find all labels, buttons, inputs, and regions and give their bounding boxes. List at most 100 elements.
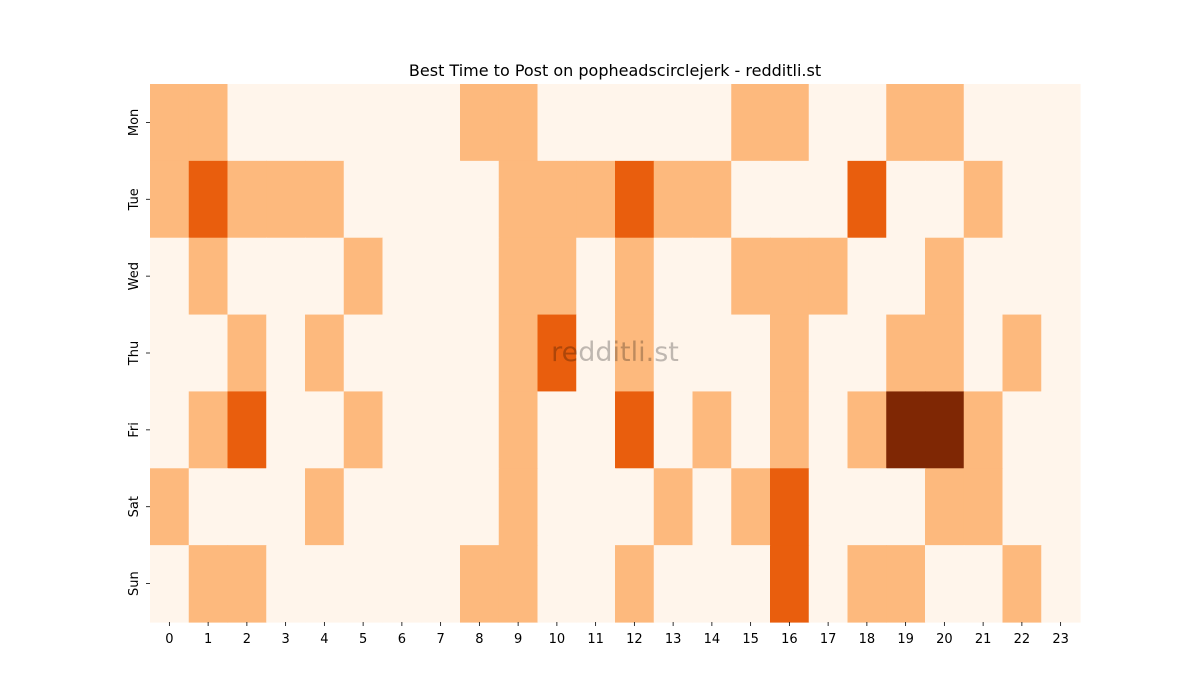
watermark: redditli.st bbox=[551, 337, 679, 368]
heatmap-cells bbox=[150, 84, 1081, 623]
heatmap-cell-mon-21 bbox=[963, 84, 1004, 162]
heatmap-cell-tue-0 bbox=[150, 160, 190, 239]
x-tick-label: 10 bbox=[549, 632, 566, 647]
heatmap-cell-sat-9 bbox=[498, 468, 539, 546]
x-tick-label: 14 bbox=[704, 632, 721, 647]
heatmap-cell-thu-11 bbox=[576, 314, 616, 393]
x-tick-label: 13 bbox=[665, 632, 682, 647]
heatmap-cell-mon-12 bbox=[615, 84, 655, 162]
heatmap-cell-sun-5 bbox=[343, 545, 384, 623]
heatmap-cell-thu-15 bbox=[731, 314, 771, 393]
x-tick-label: 12 bbox=[626, 632, 643, 647]
heatmap-cell-sun-16 bbox=[770, 545, 810, 623]
x-tick-label: 21 bbox=[975, 632, 992, 647]
heatmap-cell-wed-17 bbox=[808, 237, 849, 316]
heatmap-cell-thu-1 bbox=[188, 314, 229, 393]
heatmap-cell-wed-11 bbox=[576, 237, 616, 316]
heatmap-cell-mon-20 bbox=[925, 84, 965, 162]
heatmap-cell-tue-4 bbox=[305, 160, 345, 239]
heatmap-cell-thu-17 bbox=[808, 314, 849, 393]
heatmap-cell-wed-21 bbox=[963, 237, 1004, 316]
heatmap-cell-sat-23 bbox=[1041, 468, 1081, 546]
heatmap-cell-sun-9 bbox=[498, 545, 539, 623]
heatmap-cell-thu-14 bbox=[692, 314, 732, 393]
heatmap-cell-thu-19 bbox=[886, 314, 926, 393]
heatmap-cell-sun-12 bbox=[615, 545, 655, 623]
heatmap-cell-tue-5 bbox=[343, 160, 384, 239]
heatmap-cell-mon-10 bbox=[537, 84, 577, 162]
heatmap-cell-wed-9 bbox=[498, 237, 539, 316]
heatmap-cell-fri-12 bbox=[615, 391, 655, 469]
x-tick-label: 9 bbox=[514, 632, 522, 647]
heatmap-cell-mon-22 bbox=[1002, 84, 1042, 162]
heatmap-cell-sat-16 bbox=[770, 468, 810, 546]
x-tick-label: 15 bbox=[742, 632, 759, 647]
heatmap-cell-fri-21 bbox=[963, 391, 1004, 469]
heatmap-cell-wed-16 bbox=[770, 237, 810, 316]
heatmap-cell-tue-18 bbox=[847, 160, 887, 239]
heatmap-cell-sun-15 bbox=[731, 545, 771, 623]
heatmap-cell-mon-18 bbox=[847, 84, 887, 162]
heatmap-cell-mon-14 bbox=[692, 84, 732, 162]
heatmap-cell-mon-0 bbox=[150, 84, 190, 162]
heatmap-cell-wed-4 bbox=[305, 237, 345, 316]
heatmap-cell-thu-2 bbox=[227, 314, 267, 393]
x-tick-label: 0 bbox=[165, 632, 173, 647]
heatmap-cell-sun-17 bbox=[808, 545, 849, 623]
heatmap-cell-sat-14 bbox=[692, 468, 732, 546]
heatmap-cell-mon-8 bbox=[460, 84, 500, 162]
heatmap-cell-sat-19 bbox=[886, 468, 926, 546]
heatmap-cell-wed-3 bbox=[266, 237, 306, 316]
heatmap-cell-tue-16 bbox=[770, 160, 810, 239]
heatmap-cell-wed-12 bbox=[615, 237, 655, 316]
heatmap-cell-fri-16 bbox=[770, 391, 810, 469]
heatmap-cell-sun-21 bbox=[963, 545, 1004, 623]
heatmap-cell-tue-14 bbox=[692, 160, 732, 239]
heatmap-cell-sat-13 bbox=[653, 468, 694, 546]
heatmap-cell-sun-6 bbox=[382, 545, 422, 623]
x-tick-label: 1 bbox=[204, 632, 212, 647]
x-tick-label: 16 bbox=[781, 632, 798, 647]
y-tick-label: Mon bbox=[127, 109, 142, 136]
heatmap-cell-tue-21 bbox=[963, 160, 1004, 239]
heatmap-cell-tue-17 bbox=[808, 160, 849, 239]
heatmap-cell-fri-3 bbox=[266, 391, 306, 469]
heatmap-cell-wed-2 bbox=[227, 237, 267, 316]
heatmap-cell-sun-14 bbox=[692, 545, 732, 623]
heatmap-cell-tue-8 bbox=[460, 160, 500, 239]
heatmap-cell-thu-16 bbox=[770, 314, 810, 393]
chart-title: Best Time to Post on popheadscirclejerk … bbox=[409, 61, 821, 80]
x-tick-label: 8 bbox=[475, 632, 483, 647]
heatmap-cell-thu-5 bbox=[343, 314, 384, 393]
heatmap-cell-mon-9 bbox=[498, 84, 539, 162]
heatmap-cell-tue-11 bbox=[576, 160, 616, 239]
heatmap-cell-thu-23 bbox=[1041, 314, 1081, 393]
heatmap-cell-tue-23 bbox=[1041, 160, 1081, 239]
heatmap-cell-fri-1 bbox=[188, 391, 229, 469]
x-tick-label: 18 bbox=[859, 632, 876, 647]
heatmap-cell-fri-18 bbox=[847, 391, 887, 469]
heatmap-cell-tue-22 bbox=[1002, 160, 1042, 239]
heatmap-cell-mon-2 bbox=[227, 84, 267, 162]
heatmap-cell-fri-15 bbox=[731, 391, 771, 469]
heatmap-cell-thu-12 bbox=[615, 314, 655, 393]
heatmap-cell-tue-3 bbox=[266, 160, 306, 239]
heatmap-cell-thu-22 bbox=[1002, 314, 1042, 393]
heatmap-cell-mon-5 bbox=[343, 84, 384, 162]
heatmap-cell-tue-7 bbox=[421, 160, 461, 239]
heatmap-cell-thu-3 bbox=[266, 314, 306, 393]
heatmap-cell-sun-7 bbox=[421, 545, 461, 623]
heatmap-cell-sat-1 bbox=[188, 468, 229, 546]
heatmap-cell-sun-4 bbox=[305, 545, 345, 623]
heatmap-cell-sun-18 bbox=[847, 545, 887, 623]
heatmap-cell-wed-6 bbox=[382, 237, 422, 316]
heatmap-cell-thu-6 bbox=[382, 314, 422, 393]
y-tick-label: Sun bbox=[127, 571, 142, 596]
heatmap-cell-sun-20 bbox=[925, 545, 965, 623]
heatmap-cell-sat-5 bbox=[343, 468, 384, 546]
heatmap-cell-sat-11 bbox=[576, 468, 616, 546]
heatmap-cell-fri-2 bbox=[227, 391, 267, 469]
heatmap-cell-wed-0 bbox=[150, 237, 190, 316]
y-axis: Mon Tue Wed Thu Fri Sat Sun bbox=[127, 109, 150, 596]
